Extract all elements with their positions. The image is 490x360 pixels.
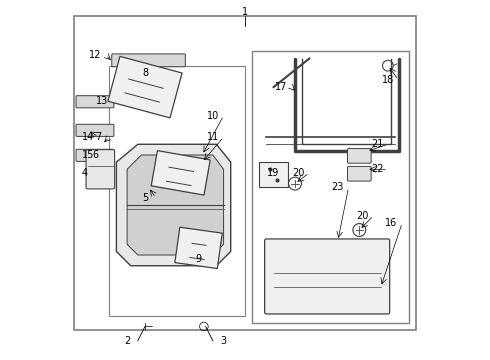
- Text: 20: 20: [293, 168, 305, 178]
- Text: 21: 21: [371, 139, 383, 149]
- FancyBboxPatch shape: [112, 54, 185, 67]
- Text: 5: 5: [142, 193, 148, 203]
- Text: 10: 10: [207, 111, 219, 121]
- Text: 4: 4: [81, 168, 87, 178]
- Text: 14: 14: [82, 132, 94, 142]
- Text: 3: 3: [220, 336, 227, 346]
- Polygon shape: [175, 227, 222, 269]
- Bar: [74, 16, 416, 330]
- FancyBboxPatch shape: [265, 239, 390, 314]
- Text: 22: 22: [371, 164, 383, 174]
- Text: 2: 2: [124, 336, 130, 346]
- Text: 9: 9: [196, 253, 201, 264]
- Text: 7: 7: [96, 132, 101, 142]
- Text: 15: 15: [82, 150, 94, 160]
- Text: 18: 18: [382, 75, 394, 85]
- FancyBboxPatch shape: [76, 96, 114, 108]
- Text: 8: 8: [142, 68, 148, 78]
- Bar: [252, 51, 409, 323]
- FancyBboxPatch shape: [347, 149, 371, 163]
- Text: 12: 12: [89, 50, 101, 60]
- Text: 19: 19: [268, 168, 280, 178]
- Text: 20: 20: [357, 211, 369, 221]
- Polygon shape: [151, 150, 210, 195]
- Bar: [109, 66, 245, 316]
- Text: 16: 16: [385, 218, 397, 228]
- FancyBboxPatch shape: [76, 124, 114, 136]
- Text: 17: 17: [274, 82, 287, 92]
- Bar: [259, 162, 288, 187]
- Polygon shape: [117, 144, 231, 266]
- Polygon shape: [108, 57, 182, 118]
- FancyBboxPatch shape: [76, 149, 114, 161]
- Text: 6: 6: [92, 150, 98, 160]
- FancyBboxPatch shape: [86, 150, 115, 189]
- Text: 11: 11: [207, 132, 219, 142]
- Polygon shape: [127, 155, 223, 255]
- Text: 23: 23: [332, 182, 344, 192]
- Text: 13: 13: [96, 96, 108, 107]
- Text: 1: 1: [242, 7, 248, 17]
- FancyBboxPatch shape: [347, 166, 371, 181]
